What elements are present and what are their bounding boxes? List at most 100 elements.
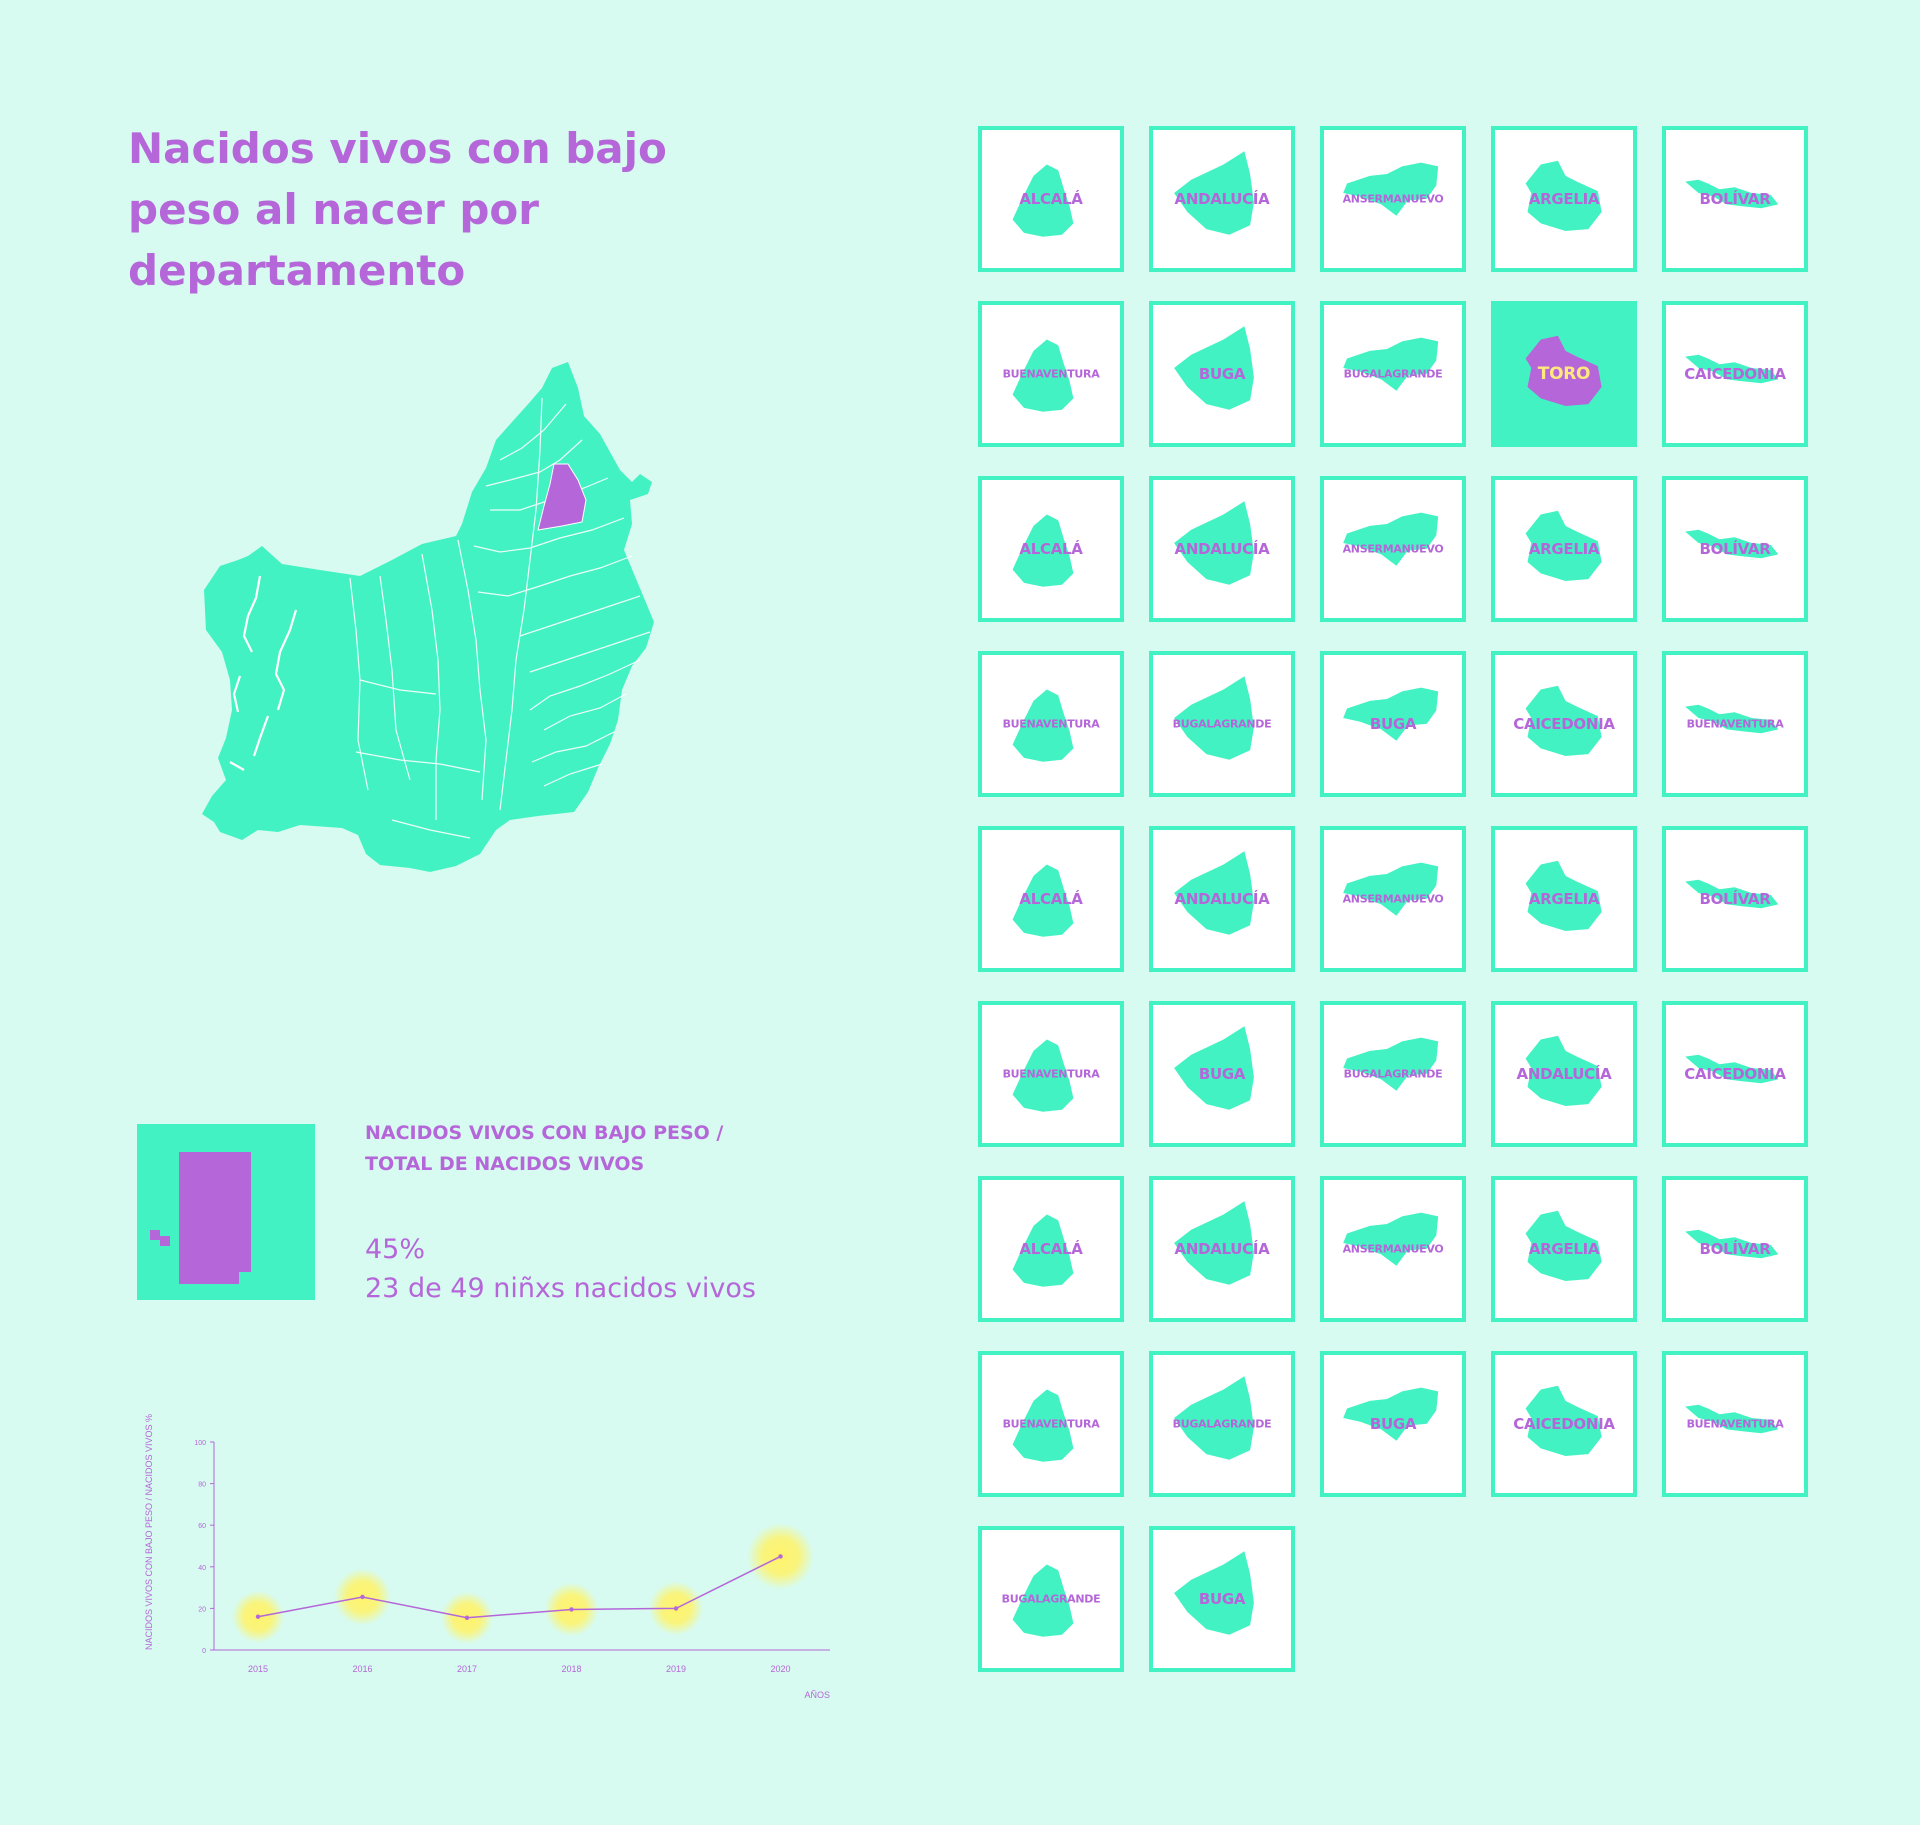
- municipio-card[interactable]: ALCALÁ: [978, 476, 1124, 622]
- municipio-card[interactable]: ANDALUCÍA: [1149, 476, 1295, 622]
- municipio-card[interactable]: BUGA: [1149, 1526, 1295, 1672]
- municipio-card[interactable]: BUENAVENTURA: [978, 301, 1124, 447]
- waffle-cell: [239, 1188, 251, 1200]
- municipio-silhouette: [1343, 1387, 1439, 1441]
- municipio-card[interactable]: ANSERMANUEVO: [1320, 476, 1466, 622]
- highlighted-municipio: [537, 463, 587, 531]
- waffle-cell: [191, 1200, 203, 1212]
- y-tick-label: 40: [198, 1565, 206, 1572]
- municipio-label: CAICEDONIA: [1684, 1065, 1786, 1083]
- municipio-label: BUENAVENTURA: [1002, 367, 1100, 381]
- municipio-label: BOLÍVAR: [1699, 540, 1771, 558]
- municipio-label: BUENAVENTURA: [1002, 1417, 1100, 1431]
- municipio-card[interactable]: BUGA: [1320, 651, 1466, 797]
- waffle-cell: [191, 1164, 203, 1176]
- waffle-cell: [215, 1224, 227, 1236]
- municipio-card[interactable]: BOLÍVAR: [1662, 476, 1808, 622]
- municipio-card[interactable]: ALCALÁ: [978, 126, 1124, 272]
- y-axis-label: NACIDOS VIVOS CON BAJO PESO / NACIDOS VI…: [144, 1414, 154, 1650]
- waffle-cell: [227, 1260, 239, 1272]
- data-point[interactable]: [673, 1606, 679, 1611]
- municipio-silhouette: [1012, 339, 1074, 412]
- data-point[interactable]: [569, 1607, 574, 1612]
- waffle-cell: [227, 1176, 239, 1188]
- municipio-label: BUGA: [1198, 1065, 1246, 1083]
- x-tick-label: 2017: [457, 1664, 477, 1674]
- waffle-cell: [179, 1176, 191, 1188]
- municipio-card[interactable]: BUENAVENTURA: [1662, 1351, 1808, 1497]
- waffle-cell: [215, 1164, 227, 1176]
- page-title: Nacidos vivos con bajo peso al nacer por…: [128, 124, 667, 295]
- municipio-silhouette: [1685, 529, 1779, 559]
- municipio-card[interactable]: ARGELIA: [1491, 126, 1637, 272]
- municipio-label: ARGELIA: [1528, 1240, 1600, 1258]
- data-point[interactable]: [464, 1615, 470, 1620]
- municipio-silhouette: [1525, 1035, 1602, 1106]
- waffle-cell: [227, 1164, 239, 1176]
- municipio-card[interactable]: BUGALAGRANDE: [978, 1526, 1124, 1672]
- municipio-card[interactable]: BUGALAGRANDE: [1320, 301, 1466, 447]
- waffle-cell: [239, 1152, 251, 1164]
- municipio-label: ANDALUCÍA: [1174, 540, 1270, 558]
- municipio-label: ANSERMANUEVO: [1342, 192, 1444, 206]
- municipio-card[interactable]: BUGA: [1149, 301, 1295, 447]
- waffle-cell: [239, 1236, 251, 1248]
- data-point[interactable]: [255, 1614, 261, 1619]
- municipio-card[interactable]: BUGALAGRANDE: [1149, 1351, 1295, 1497]
- municipio-label: ARGELIA: [1528, 890, 1600, 908]
- municipio-card[interactable]: ANDALUCÍA: [1149, 826, 1295, 972]
- data-point[interactable]: [778, 1554, 783, 1559]
- municipio-card[interactable]: TORO: [1491, 301, 1637, 447]
- municipio-card[interactable]: CAICEDONIA: [1662, 1001, 1808, 1147]
- waffle-cell: [191, 1176, 203, 1188]
- municipio-silhouette: [1012, 1389, 1074, 1462]
- municipio-card[interactable]: ARGELIA: [1491, 476, 1637, 622]
- municipio-label: ALCALÁ: [1019, 890, 1083, 908]
- waffle-cell: [227, 1224, 239, 1236]
- municipio-card[interactable]: ARGELIA: [1491, 1176, 1637, 1322]
- municipio-card[interactable]: BUGA: [1320, 1351, 1466, 1497]
- waffle-cell: [191, 1236, 203, 1248]
- municipio-card[interactable]: ALCALÁ: [978, 826, 1124, 972]
- waffle-cell: [227, 1236, 239, 1248]
- municipio-label: ARGELIA: [1528, 190, 1600, 208]
- waffle-cell: [227, 1212, 239, 1224]
- municipio-label: ANDALUCÍA: [1174, 190, 1270, 208]
- municipio-card[interactable]: ANDALUCÍA: [1149, 126, 1295, 272]
- waffle-cell: [227, 1200, 239, 1212]
- municipio-silhouette: [1685, 1229, 1779, 1259]
- municipio-label: ANDALUCÍA: [1516, 1065, 1612, 1083]
- municipio-card[interactable]: ANSERMANUEVO: [1320, 826, 1466, 972]
- municipio-card[interactable]: BUGALAGRANDE: [1149, 651, 1295, 797]
- municipio-card[interactable]: ANDALUCÍA: [1491, 1001, 1637, 1147]
- municipio-card[interactable]: BUENAVENTURA: [978, 1001, 1124, 1147]
- municipio-card[interactable]: ANSERMANUEVO: [1320, 1176, 1466, 1322]
- municipio-label: CAICEDONIA: [1684, 365, 1786, 383]
- municipio-card[interactable]: ANSERMANUEVO: [1320, 126, 1466, 272]
- municipio-silhouette: [1174, 1551, 1254, 1635]
- municipio-card[interactable]: ANDALUCÍA: [1149, 1176, 1295, 1322]
- municipio-card[interactable]: BUGA: [1149, 1001, 1295, 1147]
- waffle-cell: [239, 1224, 251, 1236]
- municipio-label: BUGA: [1198, 365, 1246, 383]
- municipio-card[interactable]: BOLÍVAR: [1662, 126, 1808, 272]
- municipio-card[interactable]: BOLÍVAR: [1662, 826, 1808, 972]
- y-tick-label: 60: [198, 1523, 206, 1530]
- x-tick-label: 2018: [561, 1664, 581, 1674]
- municipio-card[interactable]: CAICEDONIA: [1662, 301, 1808, 447]
- municipio-card[interactable]: BUENAVENTURA: [978, 651, 1124, 797]
- waffle-cell: [191, 1224, 203, 1236]
- x-tick-label: 2015: [248, 1664, 268, 1674]
- waffle-cell: [239, 1212, 251, 1224]
- municipio-card[interactable]: CAICEDONIA: [1491, 1351, 1637, 1497]
- municipio-card[interactable]: CAICEDONIA: [1491, 651, 1637, 797]
- municipio-label: ANDALUCÍA: [1174, 1240, 1270, 1258]
- municipio-silhouette: [1685, 879, 1779, 909]
- municipio-card[interactable]: ARGELIA: [1491, 826, 1637, 972]
- data-point[interactable]: [360, 1594, 365, 1600]
- municipio-card[interactable]: ALCALÁ: [978, 1176, 1124, 1322]
- municipio-card[interactable]: BUGALAGRANDE: [1320, 1001, 1466, 1147]
- municipio-card[interactable]: BUENAVENTURA: [978, 1351, 1124, 1497]
- municipio-card[interactable]: BUENAVENTURA: [1662, 651, 1808, 797]
- municipio-card[interactable]: BOLÍVAR: [1662, 1176, 1808, 1322]
